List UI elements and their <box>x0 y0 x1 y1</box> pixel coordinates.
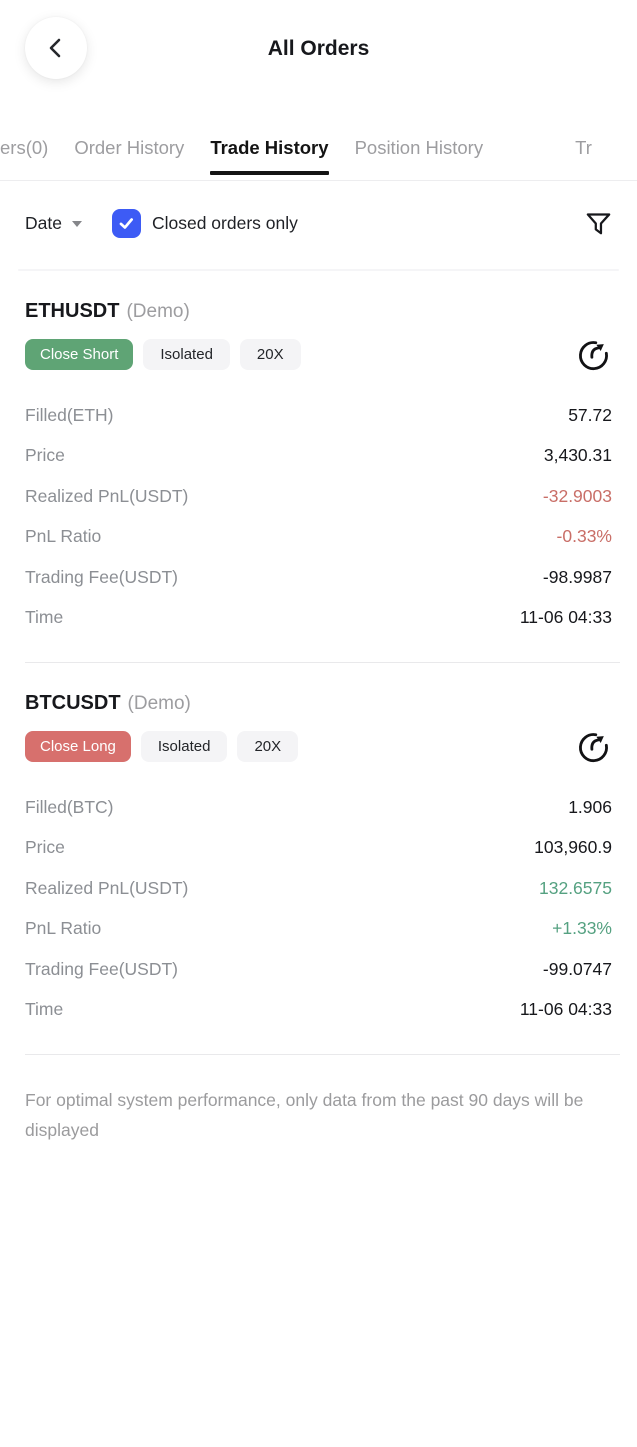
chevron-down-icon <box>71 215 83 233</box>
checkbox-checked-icon[interactable] <box>111 209 141 238</box>
row-label: Realized PnL(USDT) <box>25 485 189 506</box>
detail-row: Trading Fee(USDT) -98.9987 <box>25 557 612 598</box>
side-badge: Close Long <box>25 731 131 762</box>
demo-tag: (Demo) <box>126 301 190 322</box>
tab-label: Order History <box>74 136 185 158</box>
symbol-name: ETHUSDT <box>25 300 120 322</box>
detail-row: Price 103,960.9 <box>25 828 612 869</box>
row-label: Realized PnL(USDT) <box>25 877 189 898</box>
row-label: Filled(BTC) <box>25 796 114 817</box>
detail-row: Filled(ETH) 57.72 <box>25 395 612 436</box>
share-icon[interactable] <box>575 336 612 373</box>
badge-row: Close Long Isolated 20X <box>25 728 612 765</box>
badge-row: Close Short Isolated 20X <box>25 336 612 373</box>
filter-bar: Date Closed orders only <box>0 181 637 239</box>
detail-row: PnL Ratio -0.33% <box>25 517 612 558</box>
row-value: 57.72 <box>568 404 612 425</box>
closed-orders-only-label: Closed orders only <box>151 213 298 233</box>
date-filter-label: Date <box>25 213 62 233</box>
row-label: Filled(ETH) <box>25 404 114 425</box>
detail-rows: Filled(ETH) 57.72 Price 3,430.31 Realize… <box>25 395 612 638</box>
row-label: Price <box>25 837 65 858</box>
row-label: Trading Fee(USDT) <box>25 958 178 979</box>
tab-trade-history[interactable]: Trade History <box>210 115 329 180</box>
detail-row: PnL Ratio +1.33% <box>25 909 612 950</box>
card-title-row: ETHUSDT (Demo) <box>25 300 612 323</box>
demo-tag: (Demo) <box>127 693 191 714</box>
row-label: Time <box>25 607 64 628</box>
closed-orders-only-toggle[interactable]: Closed orders only <box>111 209 298 238</box>
trade-card-btcusdt: BTCUSDT (Demo) Close Long Isolated 20X F… <box>0 692 637 1030</box>
active-tab-underline <box>210 171 329 175</box>
tab-bar: ers(0) Order History Trade History Posit… <box>0 115 637 181</box>
card-title-row: BTCUSDT (Demo) <box>25 692 612 715</box>
side-badge: Close Short <box>25 339 134 370</box>
detail-row: Price 3,430.31 <box>25 436 612 477</box>
row-value: 103,960.9 <box>534 837 612 858</box>
card-divider <box>25 662 620 663</box>
detail-row: Filled(BTC) 1.906 <box>25 787 612 828</box>
filter-funnel-icon[interactable] <box>585 208 612 240</box>
row-value: +1.33% <box>552 918 612 939</box>
tab-label: Trade History <box>210 136 329 158</box>
app-bar: All Orders <box>0 0 637 98</box>
symbol-name: BTCUSDT <box>25 692 121 714</box>
margin-mode-badge: Isolated <box>140 731 228 762</box>
row-value: 3,430.31 <box>543 445 612 466</box>
row-value: 11-06 04:33 <box>519 607 612 628</box>
tab-order-history[interactable]: Order History <box>74 115 184 180</box>
back-button[interactable] <box>25 17 87 79</box>
detail-row: Time 11-06 04:33 <box>25 598 612 639</box>
row-value: 132.6575 <box>539 877 612 898</box>
chevron-left-icon <box>46 37 66 59</box>
card-divider <box>25 1054 620 1055</box>
row-value: 11-06 04:33 <box>519 999 612 1020</box>
row-label: PnL Ratio <box>25 918 102 939</box>
tab-label: Tr <box>575 136 592 158</box>
row-value: -99.0747 <box>542 958 612 979</box>
row-value: -0.33% <box>556 526 612 547</box>
date-filter-dropdown[interactable]: Date <box>25 213 83 234</box>
tab-orders[interactable]: ers(0) <box>0 115 48 180</box>
margin-mode-badge: Isolated <box>143 339 230 370</box>
row-label: PnL Ratio <box>25 526 102 547</box>
page-title: All Orders <box>267 37 370 60</box>
detail-rows: Filled(BTC) 1.906 Price 103,960.9 Realiz… <box>25 787 612 1030</box>
section-divider <box>18 269 619 271</box>
leverage-badge: 20X <box>237 731 299 762</box>
row-label: Trading Fee(USDT) <box>25 566 178 587</box>
data-retention-note: For optimal system performance, only dat… <box>25 1090 584 1140</box>
leverage-badge: 20X <box>239 339 301 370</box>
detail-row: Time 11-06 04:33 <box>25 990 612 1031</box>
row-label: Time <box>25 999 64 1020</box>
detail-row: Realized PnL(USDT) 132.6575 <box>25 868 612 909</box>
row-value: 1.906 <box>568 796 612 817</box>
detail-row: Trading Fee(USDT) -99.0747 <box>25 949 612 990</box>
tab-position-history[interactable]: Position History <box>355 115 484 180</box>
row-label: Price <box>25 445 65 466</box>
row-value: -98.9987 <box>542 566 612 587</box>
tab-transaction[interactable]: Tr <box>575 115 592 180</box>
trade-card-ethusdt: ETHUSDT (Demo) Close Short Isolated 20X … <box>0 300 637 638</box>
share-icon[interactable] <box>575 728 612 765</box>
row-value: -32.9003 <box>542 485 612 506</box>
tab-label: ers(0) <box>0 136 49 158</box>
tab-label: Position History <box>354 136 484 158</box>
detail-row: Realized PnL(USDT) -32.9003 <box>25 476 612 517</box>
